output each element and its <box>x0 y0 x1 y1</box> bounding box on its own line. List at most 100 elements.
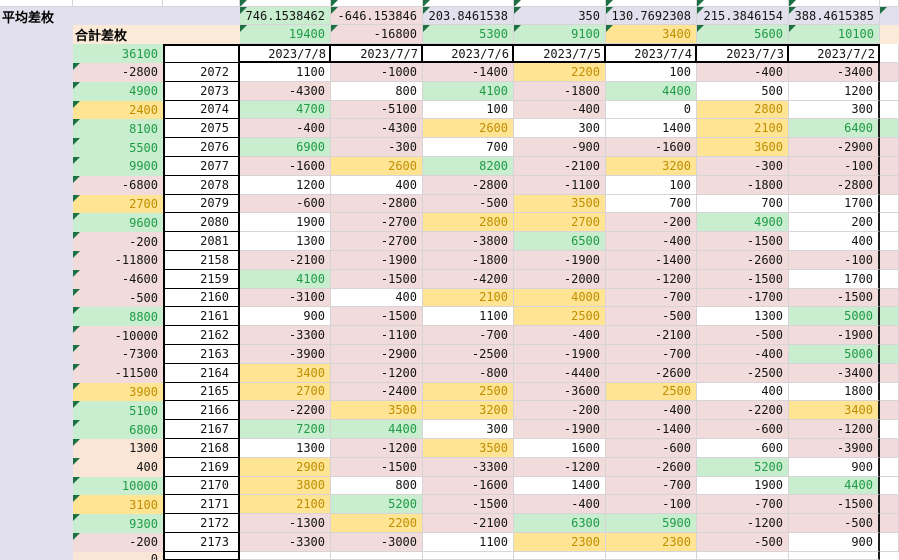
data-cell[interactable]: -3300 <box>240 532 331 552</box>
date-header-cell[interactable]: 2023/7/2 <box>789 44 880 63</box>
right-partial-column-cell[interactable] <box>880 344 899 364</box>
date-header-cell[interactable]: 2023/7/6 <box>423 44 514 63</box>
avg-cell[interactable]: 388.4615385 <box>789 7 880 25</box>
sum-cell[interactable]: -10000 <box>73 326 163 345</box>
data-cell[interactable]: 2500 <box>606 382 697 402</box>
data-cell[interactable]: 300 <box>514 119 606 139</box>
data-cell[interactable]: -1200 <box>697 514 789 533</box>
data-cell[interactable]: -4300 <box>240 81 331 101</box>
machine-cell[interactable]: 2072 <box>163 63 240 82</box>
right-partial-column-cell[interactable] <box>880 401 899 421</box>
right-partial-column-cell[interactable] <box>880 119 899 139</box>
data-cell[interactable]: 300 <box>789 100 880 120</box>
data-cell[interactable]: -1500 <box>331 269 423 289</box>
data-cell[interactable]: -3100 <box>240 288 331 308</box>
data-cell[interactable]: 4400 <box>331 420 423 439</box>
sum-cell[interactable]: -6800 <box>73 175 163 195</box>
total-cell[interactable]: 3400 <box>606 25 697 44</box>
data-cell[interactable]: 3500 <box>514 194 606 214</box>
data-cell[interactable]: 3400 <box>789 401 880 421</box>
data-cell[interactable]: 0 <box>606 100 697 120</box>
data-cell[interactable]: 1700 <box>789 269 880 289</box>
data-cell[interactable]: 1800 <box>789 382 880 402</box>
data-cell[interactable]: 400 <box>331 175 423 195</box>
data-cell[interactable]: -3300 <box>423 457 514 477</box>
data-cell[interactable]: -1600 <box>423 476 514 496</box>
data-cell[interactable]: -600 <box>697 420 789 439</box>
data-cell[interactable]: -5100 <box>331 100 423 120</box>
data-cell[interactable]: 3800 <box>240 476 331 496</box>
data-cell[interactable]: 1300 <box>697 307 789 327</box>
sum-cell[interactable]: 400 <box>73 457 163 477</box>
right-partial-column-cell[interactable] <box>880 175 899 195</box>
right-partial-column-cell[interactable] <box>880 81 899 101</box>
avg-cell[interactable]: 130.7692308 <box>606 7 697 25</box>
data-cell[interactable]: 1100 <box>240 63 331 82</box>
data-cell[interactable]: 1700 <box>789 194 880 214</box>
data-cell[interactable]: -400 <box>697 63 789 82</box>
data-cell[interactable]: 5000 <box>789 344 880 364</box>
data-cell[interactable]: 800 <box>331 476 423 496</box>
date-header-cell[interactable]: 2023/7/4 <box>606 44 697 63</box>
right-partial-column-cell[interactable] <box>880 363 899 383</box>
data-cell[interactable]: 2700 <box>514 213 606 233</box>
avg-cell[interactable]: 350 <box>514 7 606 25</box>
data-cell[interactable]: 2100 <box>423 288 514 308</box>
sum-cell[interactable]: -2800 <box>73 63 163 82</box>
data-cell[interactable]: -2100 <box>240 250 331 270</box>
data-cell[interactable]: 1200 <box>240 175 331 195</box>
date-header-cell[interactable]: 2023/7/3 <box>697 44 789 63</box>
data-cell[interactable]: -1100 <box>331 326 423 345</box>
data-cell[interactable]: 600 <box>697 438 789 458</box>
data-cell[interactable]: -1300 <box>240 514 331 533</box>
sum-cell[interactable]: 4900 <box>73 81 163 101</box>
date-header-cell[interactable]: 2023/7/5 <box>514 44 606 63</box>
data-cell[interactable]: -4300 <box>331 119 423 139</box>
right-partial-column-cell[interactable] <box>880 476 899 496</box>
avg-cell[interactable]: 746.1538462 <box>240 7 331 25</box>
data-cell[interactable]: 900 <box>789 532 880 552</box>
right-partial-column-cell[interactable] <box>880 495 899 515</box>
data-cell[interactable]: 2200 <box>514 63 606 82</box>
data-cell[interactable]: 3200 <box>606 156 697 176</box>
total-cell[interactable]: 5300 <box>423 25 514 44</box>
data-cell[interactable]: -400 <box>697 344 789 364</box>
data-cell[interactable]: -2700 <box>331 232 423 251</box>
total-cell[interactable]: 19400 <box>240 25 331 44</box>
machine-cell[interactable]: 2166 <box>163 401 240 421</box>
data-cell[interactable]: 100 <box>606 63 697 82</box>
data-cell[interactable]: -700 <box>697 495 789 515</box>
data-cell[interactable]: -1500 <box>697 232 789 251</box>
data-cell[interactable]: -1600 <box>606 138 697 157</box>
data-cell[interactable]: 500 <box>697 81 789 101</box>
data-cell[interactable]: 2800 <box>423 213 514 233</box>
right-partial-column-cell[interactable] <box>880 438 899 458</box>
right-partial-column-cell[interactable] <box>880 25 899 44</box>
data-cell[interactable]: -700 <box>606 476 697 496</box>
right-partial-column-cell[interactable] <box>880 194 899 214</box>
data-cell[interactable]: -400 <box>240 119 331 139</box>
data-cell[interactable]: 400 <box>697 382 789 402</box>
data-cell[interactable]: -1500 <box>697 269 789 289</box>
data-cell[interactable]: 700 <box>423 138 514 157</box>
right-partial-column-cell[interactable] <box>880 250 899 270</box>
sum-cell[interactable]: 9600 <box>73 213 163 233</box>
right-partial-column-cell[interactable] <box>880 44 899 63</box>
data-cell[interactable]: 3200 <box>423 401 514 421</box>
data-cell[interactable]: 4000 <box>514 288 606 308</box>
data-cell[interactable]: -100 <box>789 156 880 176</box>
data-cell[interactable]: -700 <box>606 344 697 364</box>
data-cell[interactable]: -400 <box>514 326 606 345</box>
data-cell[interactable]: 400 <box>331 288 423 308</box>
data-cell[interactable]: -2500 <box>423 344 514 364</box>
data-cell[interactable]: -2600 <box>606 363 697 383</box>
data-cell[interactable]: -2700 <box>331 213 423 233</box>
data-cell[interactable]: -1600 <box>240 156 331 176</box>
data-cell[interactable]: -500 <box>789 514 880 533</box>
sum-cell[interactable]: -200 <box>73 532 163 552</box>
data-cell[interactable]: 1600 <box>514 438 606 458</box>
data-cell[interactable]: 1400 <box>606 119 697 139</box>
date-header-cell[interactable]: 2023/7/8 <box>240 44 331 63</box>
machine-cell[interactable]: 2170 <box>163 476 240 496</box>
data-cell[interactable]: 1100 <box>423 532 514 552</box>
